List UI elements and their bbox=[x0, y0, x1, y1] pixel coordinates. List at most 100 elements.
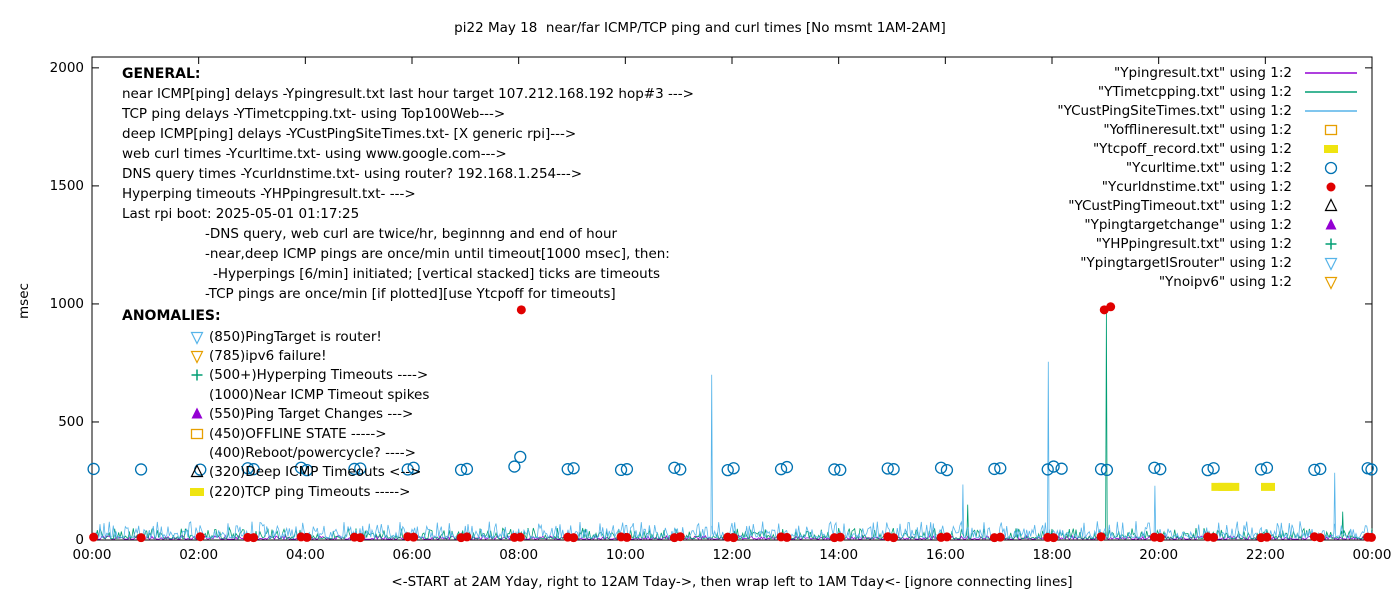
general-note: -near,deep ICMP pings are once/min until… bbox=[205, 246, 670, 262]
legend-item: "YTimetcpping.txt" using 1:2 bbox=[950, 82, 1364, 101]
y-tick-label: 0 bbox=[75, 532, 84, 548]
square-filled-yellow-icon bbox=[1324, 144, 1338, 153]
tridown-orange-icon bbox=[1324, 276, 1338, 290]
legend: "Ypingresult.txt" using 1:2 "YTimetcppin… bbox=[950, 63, 1364, 291]
anomalies-list: (850)PingTarget is router! (785)ipv6 fai… bbox=[188, 327, 429, 502]
no-marker bbox=[188, 445, 206, 461]
legend-label: "Yofflineresult.txt" using 1:2 bbox=[1103, 121, 1292, 138]
tridown-cyan-icon bbox=[1324, 257, 1338, 271]
triangle-purple-icon bbox=[191, 407, 203, 419]
anomaly-item: (850)PingTarget is router! bbox=[188, 327, 429, 346]
anomaly-text: (450)OFFLINE STATE -----> bbox=[209, 425, 387, 442]
general-note: -Hyperpings [6/min] initiated; [vertical… bbox=[213, 266, 661, 282]
general-note: -TCP pings are once/min [if plotted][use… bbox=[205, 286, 616, 302]
tridown-cyan-icon bbox=[190, 331, 204, 345]
general-line: DNS query times -Ycurldnstime.txt- using… bbox=[122, 166, 583, 182]
legend-item: "YCustPingTimeout.txt" using 1:2 bbox=[950, 196, 1364, 215]
x-tick-label: 10:00 bbox=[605, 547, 645, 563]
x-axis-label: <-START at 2AM Yday, right to 12AM Tday-… bbox=[391, 574, 1073, 590]
line-green-icon bbox=[1305, 90, 1357, 93]
square-filled-yellow-icon bbox=[190, 487, 204, 496]
triangle-filled-purple-icon bbox=[1325, 218, 1337, 229]
legend-label: "YTimetcpping.txt" using 1:2 bbox=[1097, 83, 1292, 100]
legend-item: "Yofflineresult.txt" using 1:2 bbox=[950, 120, 1364, 139]
legend-label: "YHPpingresult.txt" using 1:2 bbox=[1095, 235, 1292, 252]
general-line: near ICMP[ping] delays -Ypingresult.txt … bbox=[122, 86, 694, 102]
anomaly-item: (400)Reboot/powercycle? ----> bbox=[188, 443, 429, 462]
anomaly-text: (400)Reboot/powercycle? ----> bbox=[209, 445, 416, 462]
anomaly-item: (500+)Hyperping Timeouts ----> bbox=[188, 366, 429, 385]
x-tick-label: 18:00 bbox=[1032, 547, 1072, 563]
anomalies-heading: ANOMALIES: bbox=[122, 308, 221, 324]
legend-label: "Ytcpoff_record.txt" using 1:2 bbox=[1092, 140, 1292, 157]
plus-green-icon bbox=[191, 369, 203, 381]
x-tick-label: 22:00 bbox=[1245, 547, 1285, 563]
legend-item: "YHPpingresult.txt" using 1:2 bbox=[950, 234, 1364, 253]
anomaly-item: (1000)Near ICMP Timeout spikes bbox=[188, 385, 429, 404]
square-open-orange-icon bbox=[1324, 124, 1338, 135]
anomaly-text: (850)PingTarget is router! bbox=[209, 328, 382, 345]
legend-label: "Ycurltime.txt" using 1:2 bbox=[1125, 159, 1292, 176]
legend-label: "YCustPingTimeout.txt" using 1:2 bbox=[1068, 197, 1292, 214]
general-notes-block: -DNS query, web curl are twice/hr, begin… bbox=[205, 224, 670, 304]
general-line: Last rpi boot: 2025-05-01 01:17:25 bbox=[122, 206, 360, 222]
legend-item: "Ytcpoff_record.txt" using 1:2 bbox=[950, 139, 1364, 158]
chart-title: pi22 May 18 near/far ICMP/TCP ping and c… bbox=[454, 20, 946, 36]
x-tick-label: 06:00 bbox=[392, 547, 432, 563]
x-tick-label: 02:00 bbox=[179, 547, 219, 563]
y-tick-label: 2000 bbox=[49, 59, 84, 76]
legend-label: "YpingtargetISrouter" using 1:2 bbox=[1080, 254, 1292, 271]
circle-open-blue-icon bbox=[1324, 161, 1338, 174]
anomaly-text: (220)TCP ping Timeouts -----> bbox=[209, 483, 411, 500]
legend-item: "Ycurltime.txt" using 1:2 bbox=[950, 158, 1364, 177]
y-tick-label: 1500 bbox=[49, 177, 84, 194]
y-tick-label: 1000 bbox=[49, 295, 84, 312]
anomaly-text: (550)Ping Target Changes ---> bbox=[209, 406, 414, 423]
general-line: TCP ping delays -YTimetcpping.txt- using… bbox=[122, 106, 506, 122]
anomaly-item: (785)ipv6 failure! bbox=[188, 346, 429, 365]
square-open-orange-icon bbox=[190, 428, 204, 439]
x-tick-label: 08:00 bbox=[499, 547, 539, 563]
general-heading: GENERAL: bbox=[122, 66, 201, 82]
legend-label: "Ycurldnstime.txt" using 1:2 bbox=[1101, 178, 1292, 195]
anomaly-text: (500+)Hyperping Timeouts ----> bbox=[209, 367, 429, 384]
legend-label: "Ynoipv6" using 1:2 bbox=[1158, 273, 1292, 290]
legend-item: "YCustPingSiteTimes.txt" using 1:2 bbox=[950, 101, 1364, 120]
circle-filled-red-icon bbox=[1326, 182, 1336, 191]
triangle-open-black-icon bbox=[190, 464, 204, 478]
general-line: deep ICMP[ping] delays -YCustPingSiteTim… bbox=[122, 126, 577, 142]
legend-item: "Ypingresult.txt" using 1:2 bbox=[950, 63, 1364, 82]
line-purple-icon bbox=[1305, 71, 1357, 74]
legend-item: "Ynoipv6" using 1:2 bbox=[950, 272, 1364, 291]
legend-label: "Ypingtargetchange" using 1:2 bbox=[1084, 216, 1292, 233]
legend-item: "YpingtargetISrouter" using 1:2 bbox=[950, 253, 1364, 272]
general-note: -DNS query, web curl are twice/hr, begin… bbox=[205, 226, 618, 242]
legend-item: "Ypingtargetchange" using 1:2 bbox=[950, 215, 1364, 234]
x-tick-label: 12:00 bbox=[712, 547, 752, 563]
plus-green-icon bbox=[1325, 238, 1337, 249]
general-line: Hyperping timeouts -YHPpingresult.txt- -… bbox=[122, 186, 416, 202]
y-axis-label: msec bbox=[16, 283, 32, 319]
x-tick-label: 04:00 bbox=[285, 547, 325, 563]
anomaly-text: (1000)Near ICMP Timeout spikes bbox=[209, 386, 430, 403]
legend-item: "Ycurldnstime.txt" using 1:2 bbox=[950, 177, 1364, 196]
anomaly-item: (320)Deep ICMP Timeouts <--> bbox=[188, 463, 429, 482]
no-marker bbox=[188, 387, 206, 403]
tridown-orange-icon bbox=[190, 350, 204, 364]
anomaly-item: (550)Ping Target Changes ---> bbox=[188, 405, 429, 424]
line-skyblue-icon bbox=[1305, 109, 1357, 112]
anomaly-text: (320)Deep ICMP Timeouts <--> bbox=[209, 464, 422, 481]
general-line: web curl times -Ycurltime.txt- using www… bbox=[122, 146, 507, 162]
x-tick-label: 00:00 bbox=[72, 547, 112, 563]
anomaly-item: (450)OFFLINE STATE -----> bbox=[188, 424, 429, 443]
triangle-open-black-icon bbox=[1324, 197, 1338, 211]
anomaly-text: (785)ipv6 failure! bbox=[209, 348, 327, 365]
anomaly-item: (220)TCP ping Timeouts -----> bbox=[188, 482, 429, 501]
legend-label: "YCustPingSiteTimes.txt" using 1:2 bbox=[1057, 102, 1292, 119]
y-tick-label: 500 bbox=[58, 413, 84, 430]
x-tick-label: 16:00 bbox=[925, 547, 965, 563]
x-tick-label: 14:00 bbox=[819, 547, 859, 563]
legend-label: "Ypingresult.txt" using 1:2 bbox=[1114, 64, 1292, 81]
